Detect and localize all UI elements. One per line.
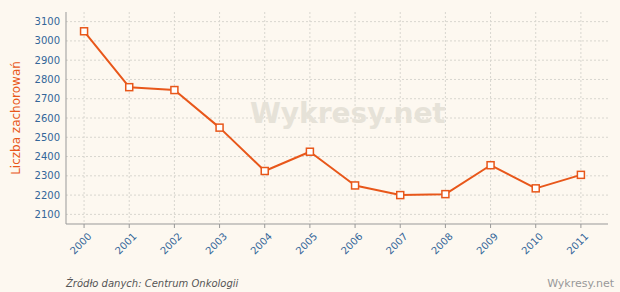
x-tick-label: 2003: [203, 231, 229, 257]
grid-line-y: [66, 40, 608, 41]
grid-line-x: [580, 12, 581, 224]
marker: [171, 87, 178, 94]
x-tick-label: 2004: [248, 231, 274, 257]
x-tick-label: 2002: [158, 231, 184, 257]
marker: [487, 162, 494, 169]
marker: [306, 148, 313, 155]
x-tick-label: 2001: [113, 231, 139, 257]
marker: [81, 28, 88, 35]
grid-line-y: [66, 156, 608, 157]
grid-line-y: [66, 195, 608, 196]
grid-line-y: [66, 21, 608, 22]
x-tick: [400, 224, 401, 228]
y-tick-label: 2900: [35, 55, 60, 66]
x-tick-label: 2000: [68, 231, 94, 257]
watermark-note: Wykresy.net: [547, 277, 615, 290]
x-tick-label: 2010: [519, 231, 545, 257]
x-axis-line: [66, 224, 608, 225]
grid-line-y: [66, 175, 608, 176]
x-tick: [84, 224, 85, 228]
x-tick-label: 2006: [339, 231, 365, 257]
grid-line-y: [66, 79, 608, 80]
marker: [532, 185, 539, 192]
marker: [352, 182, 359, 189]
x-tick: [580, 224, 581, 228]
y-axis-line: [66, 12, 67, 224]
grid-line-x: [129, 12, 130, 224]
marker: [261, 168, 268, 175]
y-tick-label: 2500: [35, 132, 60, 143]
y-tick-label: 2700: [35, 93, 60, 104]
grid-line-x: [490, 12, 491, 224]
source-note: Źródło danych: Centrum Onkologii: [65, 277, 239, 289]
y-tick-label: 2100: [35, 209, 60, 220]
y-tick-label: 3100: [35, 16, 60, 27]
grid-line-y: [66, 60, 608, 61]
x-tick-label: 2007: [384, 231, 410, 257]
y-tick-label: 2300: [35, 170, 60, 181]
grid: [66, 12, 608, 224]
x-tick: [535, 224, 536, 228]
chart: Wykresy.net21002200230024002500260027002…: [0, 0, 620, 292]
background: [0, 0, 620, 292]
marker: [577, 171, 584, 178]
y-tick-label: 3000: [35, 35, 60, 46]
marker: [216, 124, 223, 131]
grid-line-y: [66, 214, 608, 215]
grid-line-x: [174, 12, 175, 224]
watermark: Wykresy.net: [250, 97, 446, 130]
x-tick-label: 2005: [294, 231, 320, 257]
x-tick: [264, 224, 265, 228]
x-tick: [490, 224, 491, 228]
marker: [442, 191, 449, 198]
x-tick: [309, 224, 310, 228]
y-axis-label: Liczba zachorowań: [9, 61, 23, 175]
line: [84, 31, 581, 195]
grid-line-x: [219, 12, 220, 224]
marker: [126, 84, 133, 91]
x-tick-label: 2009: [474, 231, 500, 257]
grid-line-x: [84, 12, 85, 224]
y-tick-label: 2400: [35, 151, 60, 162]
x-tick: [129, 224, 130, 228]
series: [81, 28, 585, 199]
y-tick-label: 2600: [35, 113, 60, 124]
x-tick: [355, 224, 356, 228]
x-tick-label: 2008: [429, 231, 455, 257]
y-tick-label: 2800: [35, 74, 60, 85]
x-tick: [445, 224, 446, 228]
grid-line-y: [66, 137, 608, 138]
y-tick-label: 2200: [35, 190, 60, 201]
marker: [397, 192, 404, 199]
x-tick-label: 2011: [565, 231, 591, 257]
x-tick: [219, 224, 220, 228]
axes: 2100 2200 2300 2400 2500 2600 2700 2800 2900 3000…: [35, 12, 608, 257]
x-tick: [174, 224, 175, 228]
